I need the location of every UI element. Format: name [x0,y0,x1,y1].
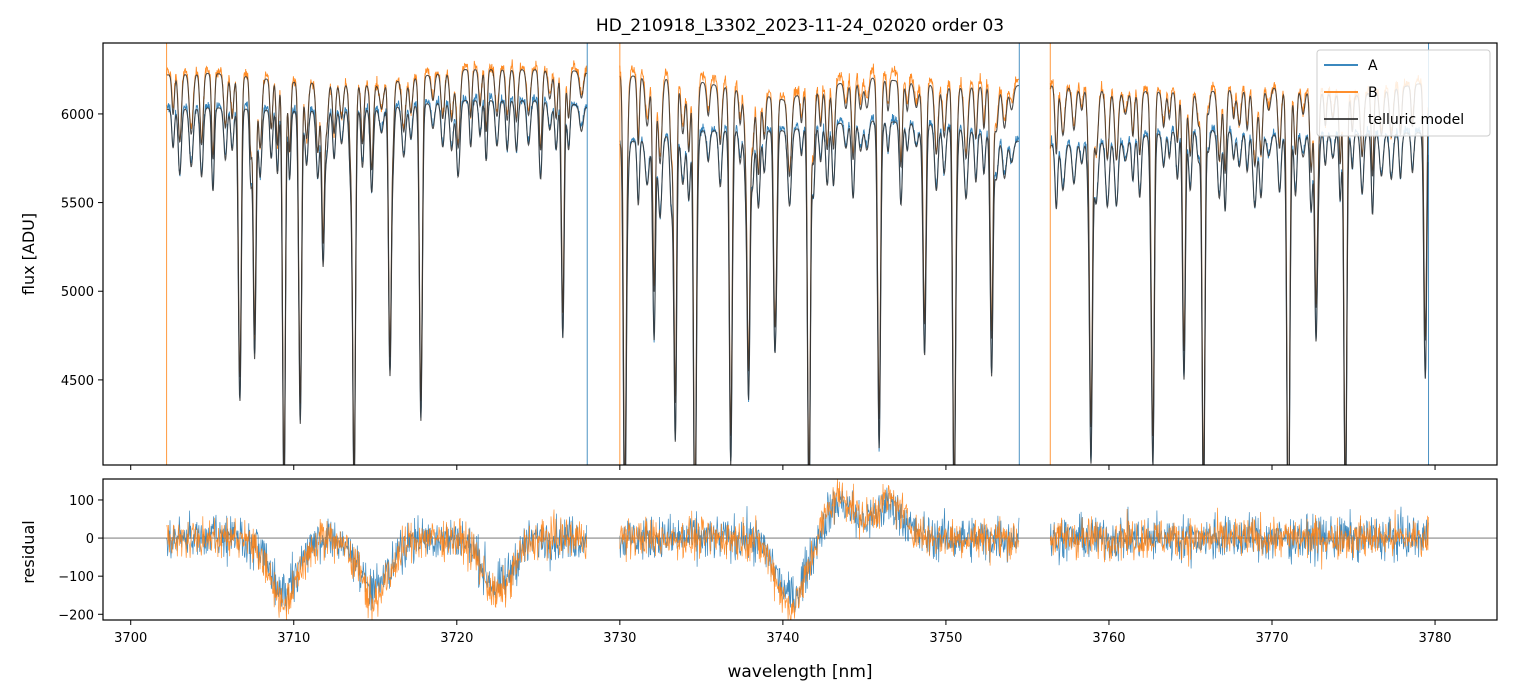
residual-panel-frame [102,478,1498,621]
telluric-model-line-lower-segment-1 [619,120,1019,465]
telluric-model-line-lower-segment-2 [1049,130,1429,465]
legend-label-model: telluric model [1368,112,1464,128]
residual-y-axis-label: residual [19,520,38,583]
legend-label-b: B [1368,85,1378,101]
residual-y-tick-label: 100 [69,494,94,509]
residual-panel: 3700 3710 3720 3730 3740 3750 3760 3770 3780 −20… [19,478,1498,646]
flux-y-tick-label: 5500 [61,197,94,212]
residual-a-line-segment-2 [1049,506,1429,569]
x-tick-label: 3770 [1255,631,1288,646]
legend-label-a: A [1368,58,1378,74]
residual-b-line-segment-1 [619,479,1020,620]
flux-y-axis-label: flux [ADU] [19,213,38,295]
x-tick-label: 3750 [929,631,962,646]
telluric-model-line-lower-segment-0 [166,100,588,465]
flux-x-ticks [130,465,1436,470]
residual-a-line-segment-1 [619,487,1020,613]
residual-plot-area [103,479,1497,620]
flux-y-ticks: 4500 5000 5500 6000 [61,108,103,389]
residual-y-ticks: −200 −100 0 100 [58,494,103,623]
x-tick-label: 3780 [1418,631,1451,646]
residual-y-tick-label: −200 [58,608,94,623]
residual-a-line-segment-0 [166,510,588,612]
residual-x-ticks: 3700 3710 3720 3730 3740 3750 3760 3770 3780 [114,620,1452,646]
legend-box [1316,49,1491,137]
series-a-line-segment-0 [166,92,588,465]
telluric-model-line-upper-segment-0 [166,69,588,465]
x-tick-label: 3730 [603,631,636,646]
residual-y-tick-label: −100 [58,570,94,585]
x-tick-label: 3710 [277,631,310,646]
residual-b-line-segment-0 [166,509,588,620]
x-tick-label: 3720 [440,631,473,646]
legend: A B telluric model [1316,49,1491,137]
residual-b-line-segment-2 [1049,507,1429,570]
residual-y-tick-label: 0 [86,532,94,547]
chart-title: HD_210918_L3302_2023-11-24_02020 order 0… [596,16,1004,36]
flux-y-tick-label: 6000 [61,108,94,123]
flux-panel: 4500 5000 5500 6000 flux [ADU] A B telluric… [19,42,1498,470]
flux-plot-area [166,43,1430,465]
x-tick-label: 3740 [766,631,799,646]
x-tick-label: 3760 [1092,631,1125,646]
telluric-model-line-upper-segment-2 [1049,83,1429,465]
flux-panel-frame [102,42,1498,466]
x-tick-label: 3700 [114,631,147,646]
flux-y-tick-label: 5000 [61,285,94,300]
flux-y-tick-label: 4500 [61,374,94,389]
series-a-line-segment-1 [619,113,1020,465]
x-axis-label: wavelength [nm] [727,662,872,682]
